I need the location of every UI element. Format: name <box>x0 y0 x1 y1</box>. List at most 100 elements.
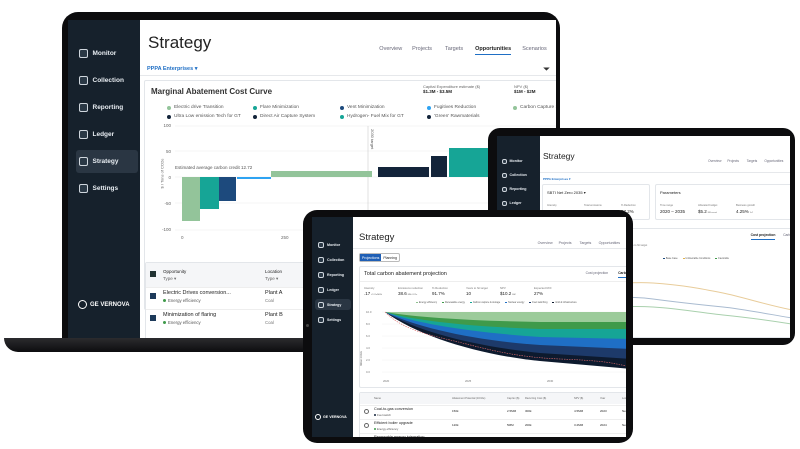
column-header[interactable]: NPV ($) <box>574 397 584 400</box>
tab-targets[interactable]: Targets <box>746 159 758 163</box>
npv-value: $1M - $2M <box>514 89 536 94</box>
col-opportunity[interactable]: Opportunity <box>163 269 187 274</box>
nav-reporting[interactable]: Reporting <box>315 269 351 280</box>
x-tick: 2030 <box>547 379 554 383</box>
legend-item: Energy efficiency <box>416 301 437 304</box>
org-selector[interactable]: PPPA Enterprises ▾ <box>147 66 198 72</box>
nav-ledger[interactable]: Ledger <box>315 284 351 295</box>
tab-opportunities[interactable]: Opportunities <box>598 241 621 245</box>
tab-opportunities[interactable]: Opportunities <box>475 46 512 55</box>
view-toggle: Projections Planning <box>359 253 400 262</box>
column-header[interactable]: Recurring Cost ($) <box>525 397 547 400</box>
projection-card: Total carbon abatement projection Carbon… <box>359 266 626 388</box>
cell: 2024 <box>600 423 607 427</box>
main-content: Strategy Opportunities Targets Projects Ove… <box>353 217 626 437</box>
filter-icon[interactable]: ⏷ <box>543 64 551 74</box>
column-header[interactable]: Abatement Potential (tCO2e) <box>452 397 486 400</box>
ledger-icon <box>79 130 88 139</box>
org-selector[interactable]: PPPA Enterprises ▾ <box>543 177 571 181</box>
tab-targets[interactable]: Targets <box>579 241 592 245</box>
nav-monitor[interactable]: Monitor <box>315 239 351 250</box>
tab-opportunities[interactable]: Opportunities <box>764 159 784 163</box>
expand-row-icon[interactable] <box>364 409 369 414</box>
select-all-checkbox[interactable] <box>150 271 156 277</box>
cell: 2023 <box>600 409 607 413</box>
project-name[interactable]: Renewable energy integration <box>374 435 425 437</box>
row-checkbox[interactable] <box>150 293 156 299</box>
column-header[interactable]: Loc <box>622 397 626 400</box>
tab-targets[interactable]: Targets <box>445 46 464 52</box>
legend-item: Grid & infrastructure <box>552 301 577 304</box>
nav-strategy[interactable]: Strategy <box>315 299 351 310</box>
legend-item: 'Green' Rawmaterials <box>427 114 480 119</box>
metric-value: $5.2MM annual <box>698 208 717 214</box>
nav-collection[interactable]: Collection <box>315 254 351 265</box>
project-name[interactable]: Efficient boiler upgrade <box>374 421 413 425</box>
legend-item: Fuel switching <box>529 301 547 304</box>
nav-strategy[interactable]: Strategy <box>76 150 138 173</box>
column-header[interactable]: Cap Ex ($) <box>507 397 520 400</box>
nav-monitor[interactable]: Monitor <box>499 156 538 166</box>
expand-row-icon[interactable] <box>364 423 369 428</box>
legend-swatch <box>340 105 344 110</box>
metric-label: Emissions reduction <box>398 286 424 290</box>
opportunity-name[interactable]: Minimization of flaring <box>163 312 217 318</box>
nav-monitor[interactable]: Monitor <box>76 42 138 65</box>
opportunity-name[interactable]: Electric Drives conversion... <box>163 290 231 296</box>
legend-item: Base Case <box>663 257 678 260</box>
col-location[interactable]: Location <box>265 269 283 274</box>
tab-carbon-ab[interactable]: Carbon ab <box>783 233 790 237</box>
scenario-selector[interactable]: SBTI Net Zero 2035 ▾ <box>547 190 586 195</box>
project-name[interactable]: Coal-to-gas conversion <box>374 407 414 411</box>
nav-settings[interactable]: Settings <box>76 177 138 200</box>
logo: GE VERNOVA <box>78 300 130 309</box>
legend-item: Direct Air Capture System <box>253 114 315 119</box>
y-tick: 0.0 <box>366 370 370 374</box>
tab-cost-projection[interactable]: Cost projection <box>750 233 776 240</box>
bar-electric-drive <box>182 177 200 221</box>
tab-projects[interactable]: Projects <box>558 241 572 245</box>
page-title: Strategy <box>359 232 395 243</box>
nav-collection[interactable]: Collection <box>499 170 538 180</box>
metric-value: 4.25%YoY <box>736 208 754 214</box>
tab-scenarios[interactable]: Scenarios <box>522 46 547 52</box>
row-checkbox[interactable] <box>150 315 156 321</box>
legend-swatch <box>663 257 665 260</box>
column-header[interactable]: Name <box>374 397 381 400</box>
metric-value: 27% <box>534 290 544 296</box>
metric-label: Intensity <box>364 286 375 290</box>
y-tick: -100 <box>161 227 171 232</box>
projections-toggle[interactable]: Projections <box>360 254 382 261</box>
bar-flare <box>200 177 219 209</box>
metric-label: NPV <box>500 286 506 290</box>
tab-projects[interactable]: Projects <box>412 46 433 52</box>
location: Plant B <box>265 312 283 318</box>
x-tick: 0 <box>181 235 184 240</box>
metric-value: 87.2% <box>621 208 634 214</box>
nav-collection[interactable]: Collection <box>76 69 138 92</box>
reporting-icon <box>79 103 88 112</box>
nav-ledger[interactable]: Ledger <box>76 123 138 146</box>
tab-overview[interactable]: Overview <box>537 241 553 245</box>
column-header[interactable]: Year <box>600 397 606 400</box>
tab-overview[interactable]: Overview <box>379 46 403 52</box>
tab-overview[interactable]: Overview <box>708 159 722 163</box>
nav-reporting[interactable]: Reporting <box>76 96 138 119</box>
cell: 150k <box>452 409 459 413</box>
y-tick: 6.0 <box>366 334 370 338</box>
nav-label: Strategy <box>327 302 342 307</box>
tab-cost-projection[interactable]: Cost projection <box>585 271 609 275</box>
nav-reporting[interactable]: Reporting <box>499 184 538 194</box>
nav-settings[interactable]: Settings <box>315 314 351 325</box>
metric-value: .17tCO2e/MWh <box>364 290 383 296</box>
tab-carbon-ab[interactable]: Carbon ab <box>618 271 626 278</box>
tab-projects[interactable]: Projects <box>727 159 739 163</box>
legend-item: Carbon capture & storage <box>469 301 500 304</box>
legend-item: Carbon Capture S <box>513 105 556 110</box>
cell: 4.5MM <box>574 409 584 413</box>
planning-toggle[interactable]: Planning <box>383 255 397 260</box>
legend-item: Fugitives Reduction <box>427 105 476 110</box>
ledger-icon <box>502 200 507 206</box>
nav-ledger[interactable]: Ledger <box>499 198 538 208</box>
project-type: Fuel switch <box>374 413 391 417</box>
